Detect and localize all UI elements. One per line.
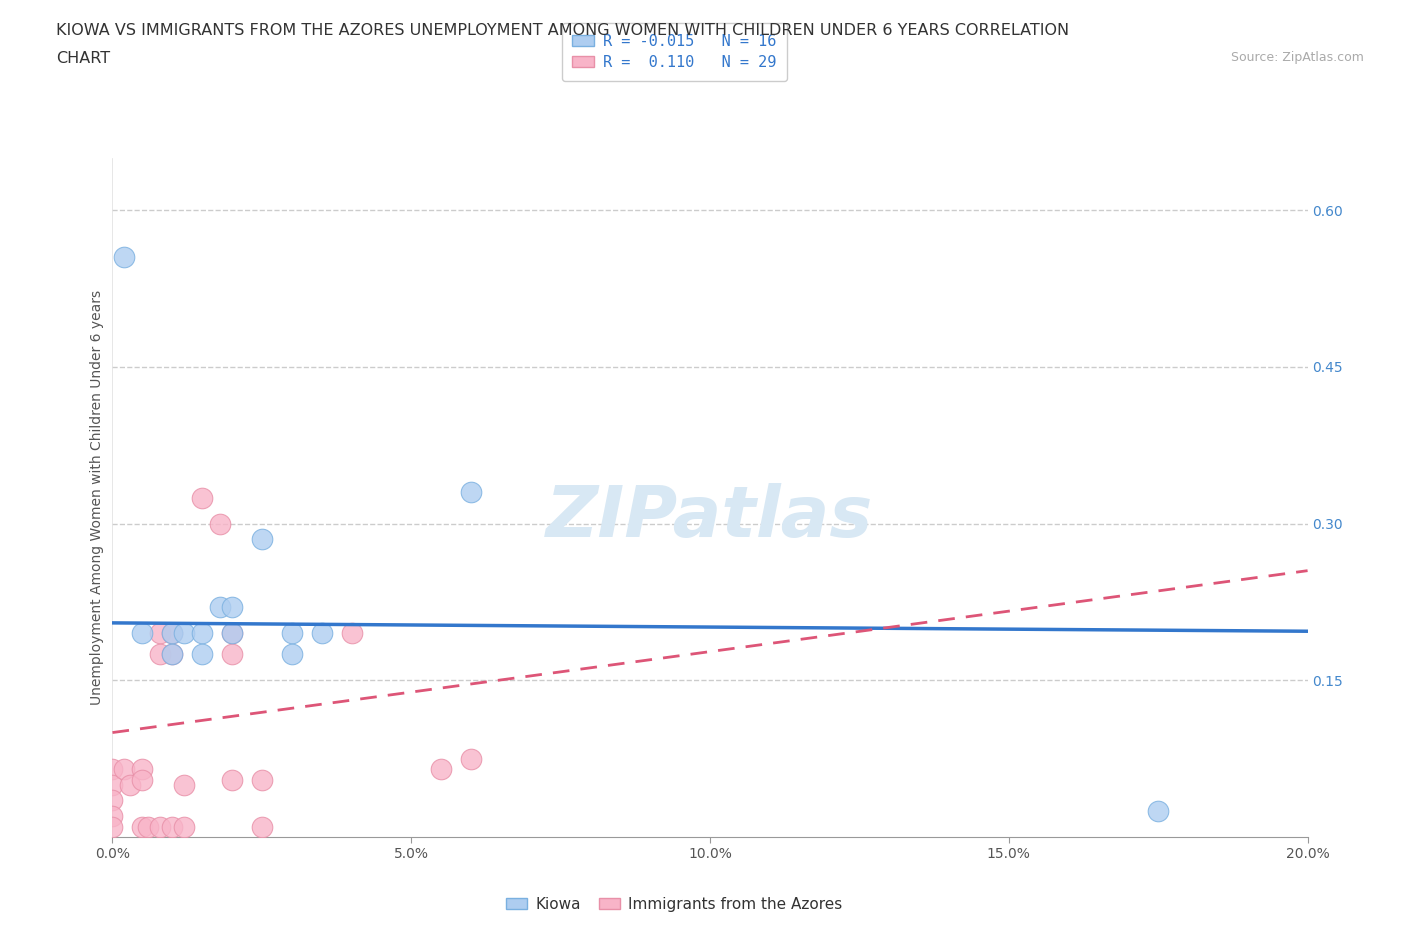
Point [149,819,172,834]
Point [208,516,231,531]
Point [101,777,124,792]
Text: Source: ZipAtlas.com: Source: ZipAtlas.com [1230,51,1364,64]
Point [221,646,243,661]
Point [131,626,153,641]
Point [131,819,153,834]
Point [162,626,183,641]
Point [114,762,135,777]
Point [101,819,124,834]
Point [131,772,153,787]
Point [1147,804,1170,818]
Legend: Kiowa, Immigrants from the Azores: Kiowa, Immigrants from the Azores [501,890,848,918]
Y-axis label: Unemployment Among Women with Children Under 6 years: Unemployment Among Women with Children U… [90,290,104,705]
Point [250,532,273,547]
Text: KIOWA VS IMMIGRANTS FROM THE AZORES UNEMPLOYMENT AMONG WOMEN WITH CHILDREN UNDER: KIOWA VS IMMIGRANTS FROM THE AZORES UNEM… [56,23,1070,38]
Point [460,751,482,766]
Point [138,819,160,834]
Point [250,819,273,834]
Point [162,819,183,834]
Point [460,485,482,499]
Point [114,250,135,265]
Point [120,777,142,792]
Point [221,626,243,641]
Point [250,772,273,787]
Point [173,819,195,834]
Point [311,626,333,641]
Point [173,777,195,792]
Point [191,626,214,641]
Point [221,600,243,615]
Point [131,762,153,777]
Point [430,762,453,777]
Point [221,772,243,787]
Point [173,626,195,641]
Point [191,646,214,661]
Point [191,490,214,505]
Point [101,762,124,777]
Point [340,626,363,641]
Point [101,809,124,824]
Text: ZIPatlas: ZIPatlas [547,484,873,552]
Point [208,600,231,615]
Text: CHART: CHART [56,51,110,66]
Point [162,646,183,661]
Point [281,646,304,661]
Point [149,646,172,661]
Point [221,626,243,641]
Point [101,793,124,808]
Point [149,626,172,641]
Point [162,646,183,661]
Point [281,626,304,641]
Point [162,626,183,641]
